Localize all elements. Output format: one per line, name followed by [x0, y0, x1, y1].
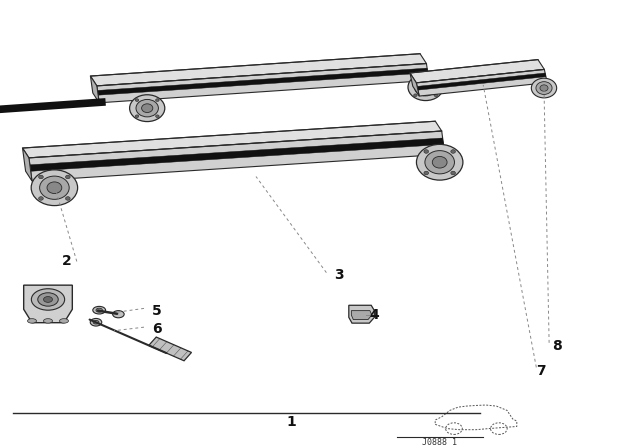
- Polygon shape: [349, 305, 374, 323]
- Ellipse shape: [47, 182, 62, 194]
- Ellipse shape: [425, 151, 454, 174]
- Polygon shape: [417, 73, 546, 90]
- Text: 6: 6: [152, 322, 162, 336]
- Ellipse shape: [129, 95, 165, 121]
- Polygon shape: [148, 337, 191, 361]
- Polygon shape: [90, 54, 426, 86]
- Ellipse shape: [141, 104, 153, 112]
- Ellipse shape: [434, 78, 438, 81]
- Ellipse shape: [135, 99, 139, 101]
- Ellipse shape: [60, 319, 68, 323]
- Ellipse shape: [31, 170, 77, 206]
- Ellipse shape: [38, 197, 44, 200]
- Ellipse shape: [156, 115, 159, 117]
- Polygon shape: [351, 310, 372, 319]
- Ellipse shape: [420, 83, 431, 91]
- Ellipse shape: [415, 78, 437, 96]
- Ellipse shape: [38, 293, 58, 306]
- Ellipse shape: [40, 176, 69, 199]
- Ellipse shape: [44, 297, 52, 302]
- Ellipse shape: [408, 74, 444, 100]
- Text: 4: 4: [369, 308, 380, 322]
- Polygon shape: [30, 138, 444, 171]
- Ellipse shape: [93, 306, 106, 314]
- Text: 2: 2: [62, 254, 72, 268]
- Text: 7: 7: [536, 364, 546, 378]
- Ellipse shape: [65, 175, 70, 179]
- Ellipse shape: [432, 156, 447, 168]
- Ellipse shape: [417, 144, 463, 180]
- Ellipse shape: [93, 320, 99, 324]
- Polygon shape: [410, 73, 419, 96]
- Ellipse shape: [136, 99, 158, 117]
- Ellipse shape: [90, 319, 102, 326]
- Ellipse shape: [135, 115, 139, 117]
- Polygon shape: [97, 64, 429, 103]
- Ellipse shape: [413, 78, 417, 81]
- Ellipse shape: [38, 175, 44, 179]
- Ellipse shape: [113, 310, 124, 318]
- Polygon shape: [22, 148, 32, 181]
- Text: J0888 1: J0888 1: [422, 438, 458, 447]
- Ellipse shape: [536, 82, 552, 95]
- Ellipse shape: [540, 85, 548, 91]
- Ellipse shape: [28, 319, 36, 323]
- Text: 3: 3: [334, 268, 344, 282]
- Ellipse shape: [531, 78, 557, 98]
- Ellipse shape: [31, 289, 65, 310]
- Ellipse shape: [434, 94, 438, 97]
- Ellipse shape: [424, 150, 429, 153]
- Ellipse shape: [451, 171, 456, 175]
- Polygon shape: [22, 121, 442, 158]
- Text: 1: 1: [286, 415, 296, 429]
- Ellipse shape: [424, 171, 429, 175]
- Polygon shape: [417, 69, 547, 96]
- Text: 5: 5: [152, 304, 162, 318]
- Polygon shape: [410, 60, 545, 83]
- Ellipse shape: [65, 197, 70, 200]
- Ellipse shape: [156, 99, 159, 101]
- Polygon shape: [97, 68, 428, 95]
- Polygon shape: [90, 76, 99, 103]
- Polygon shape: [24, 285, 72, 323]
- Ellipse shape: [96, 308, 102, 312]
- Ellipse shape: [413, 94, 417, 97]
- Text: 8: 8: [552, 340, 562, 353]
- Ellipse shape: [44, 319, 52, 323]
- Ellipse shape: [451, 150, 456, 153]
- Polygon shape: [29, 131, 445, 181]
